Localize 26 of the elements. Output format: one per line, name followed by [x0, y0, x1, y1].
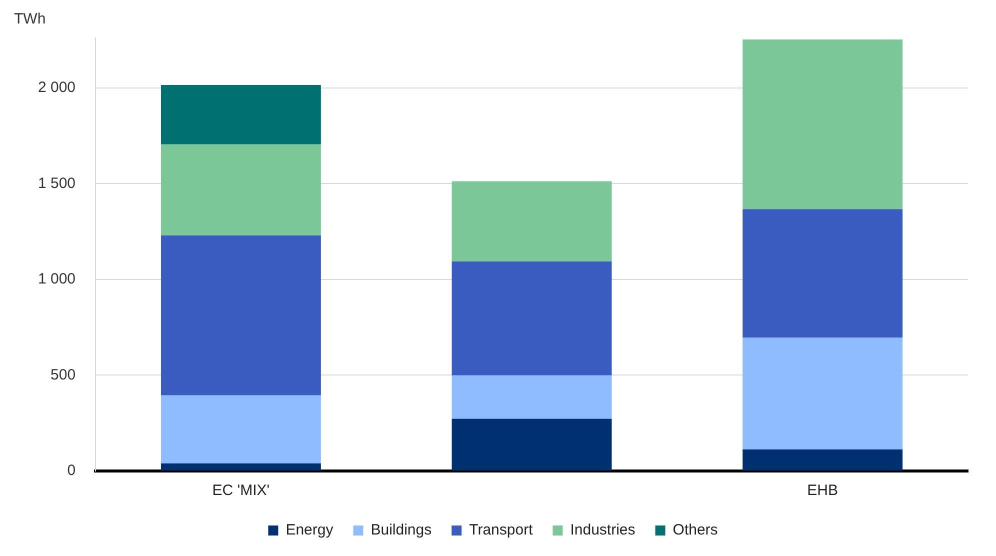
y-tick-label: 500 [50, 366, 76, 384]
bar [452, 375, 612, 419]
y-axis-title: TWh [14, 10, 46, 28]
y-tick-label: 1 000 [38, 270, 76, 288]
bar [452, 261, 612, 376]
bar [160, 235, 321, 396]
x-tick-label: EC 'MIX' [212, 482, 270, 500]
x-tick-label: EHB [807, 482, 838, 500]
legend-label: Others [672, 522, 718, 539]
y-tick-label: 0 [67, 462, 76, 480]
bar [452, 181, 612, 262]
bar [160, 144, 321, 236]
legend-label: Buildings [370, 522, 432, 539]
bar [452, 418, 612, 470]
bar [160, 84, 321, 144]
y-tick-label: 2 000 [38, 78, 76, 96]
bar [160, 463, 321, 470]
bar [742, 449, 903, 470]
legend-label: Energy [286, 522, 334, 539]
bar [160, 395, 321, 464]
bar [742, 40, 903, 210]
legend-label: Industries [570, 522, 636, 539]
y-tick-label: 1 500 [38, 174, 76, 192]
legend-label: Transport [469, 522, 534, 539]
bar [742, 337, 903, 450]
bar [742, 209, 903, 338]
